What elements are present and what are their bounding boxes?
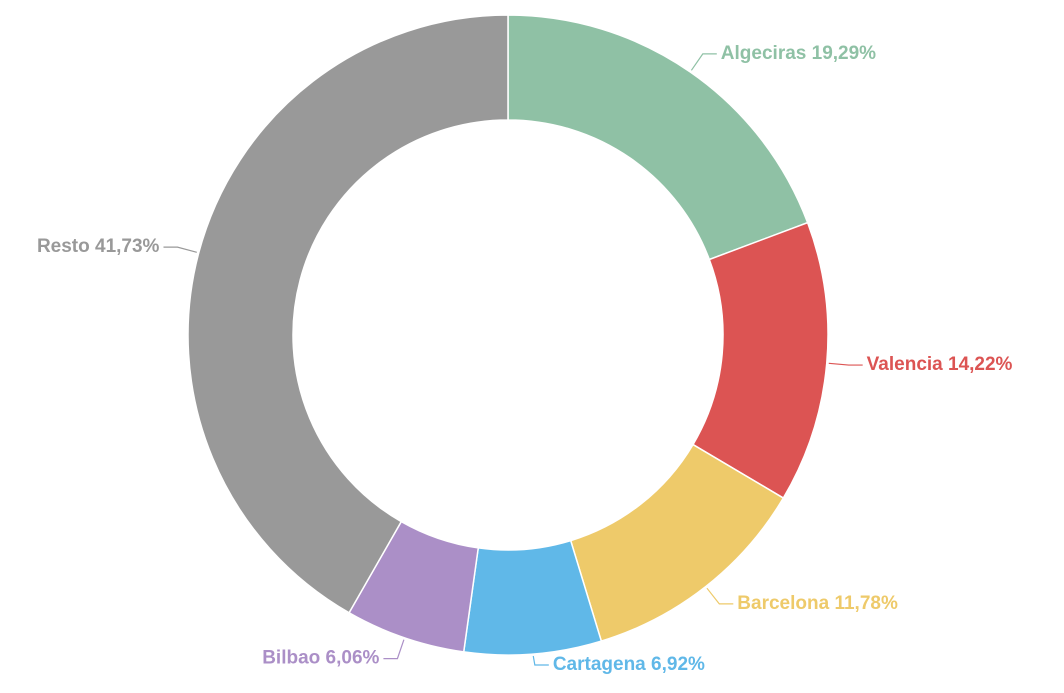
value-label: 6,92% — [651, 654, 705, 675]
leader-line — [706, 587, 734, 605]
category-name: Algeciras — [721, 43, 807, 64]
category-name: Barcelona — [737, 593, 829, 614]
donut-slice — [507, 14, 809, 261]
value-label: 41,73% — [95, 236, 160, 257]
value-label: 14,22% — [948, 354, 1013, 375]
slice-label: Algeciras 19,29% — [721, 43, 876, 64]
slice-label: Bilbao 6,06% — [262, 648, 379, 669]
category-name: Valencia — [867, 354, 943, 375]
value-label: 6,06% — [326, 648, 380, 669]
leader-line — [828, 362, 863, 366]
slice-label: Barcelona 11,78% — [737, 593, 898, 614]
category-name: Cartagena — [553, 654, 646, 675]
value-label: 19,29% — [812, 43, 877, 64]
slice-label: Valencia 14,22% — [867, 354, 1013, 375]
donut-slice — [187, 14, 509, 614]
leader-line — [690, 53, 717, 71]
slice-label: Cartagena 6,92% — [553, 654, 705, 675]
leader-line — [163, 246, 197, 253]
value-label: 11,78% — [834, 593, 897, 614]
category-name: Bilbao — [262, 648, 320, 669]
leader-line — [532, 655, 549, 666]
slice-label: Resto 41,73% — [37, 236, 160, 257]
category-name: Resto — [37, 236, 90, 257]
leader-line — [383, 639, 405, 660]
